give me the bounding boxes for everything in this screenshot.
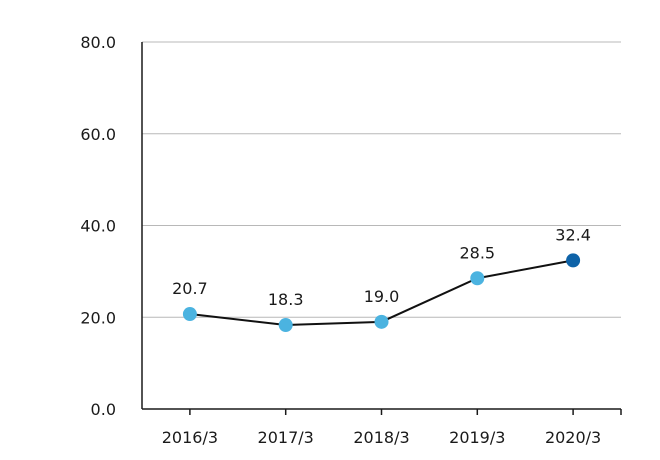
data-point	[278, 318, 293, 333]
y-tick-labels: 0.0 20.0 40.0 60.0 80.0	[80, 33, 116, 419]
x-tick-labels: 2016/3 2017/3 2018/3 2019/3 2020/3	[162, 428, 601, 447]
axes-layer	[141, 42, 622, 415]
data-label: 18.3	[268, 290, 304, 309]
data-label: 28.5	[459, 243, 495, 262]
data-labels-layer: 20.7 18.3 19.0 28.5 32.4	[172, 225, 591, 309]
y-tick-label: 40.0	[80, 217, 116, 236]
x-tick-label: 2019/3	[449, 428, 505, 447]
y-tick-label: 60.0	[80, 125, 116, 144]
data-label: 20.7	[172, 279, 208, 298]
data-label: 32.4	[555, 225, 591, 244]
x-tick-label: 2020/3	[545, 428, 601, 447]
y-tick-label: 80.0	[80, 33, 116, 52]
y-tick-label: 0.0	[91, 400, 116, 419]
data-point	[470, 271, 485, 286]
data-point	[566, 253, 581, 268]
x-tick-label: 2016/3	[162, 428, 218, 447]
grid-layer	[142, 41, 621, 318]
y-tick-label: 20.0	[80, 308, 116, 327]
x-tick-label: 2018/3	[353, 428, 409, 447]
series-layer	[182, 253, 581, 333]
data-label: 19.0	[364, 287, 400, 306]
data-point	[182, 307, 197, 322]
data-point	[374, 314, 389, 329]
x-tick-label: 2017/3	[258, 428, 314, 447]
